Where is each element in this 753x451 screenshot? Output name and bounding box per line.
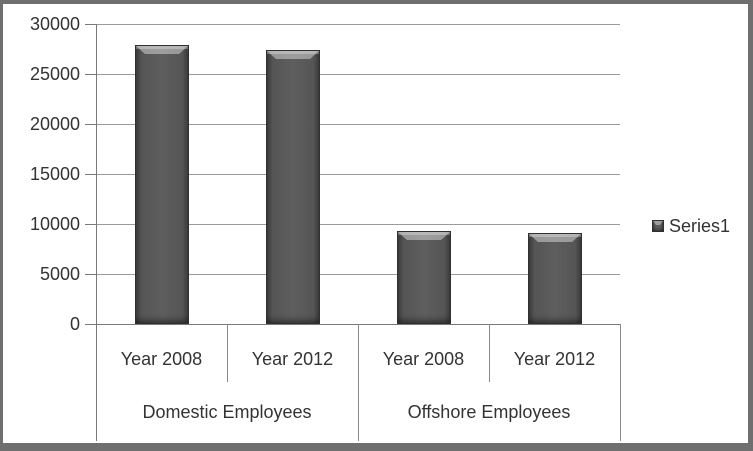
- y-axis-label-15000: 15000: [29, 164, 80, 184]
- y-tick-10000: [85, 224, 96, 225]
- y-axis-line: [96, 24, 97, 441]
- x-group-label-domestic-employees: Domestic Employees: [142, 402, 312, 422]
- x-group-separator: [358, 324, 359, 441]
- x-category-label-1-year-2012: Year 2012: [251, 349, 334, 369]
- gridline-15000: [96, 174, 620, 175]
- y-axis-label-5000: 5000: [39, 264, 80, 284]
- y-tick-5000: [85, 274, 96, 275]
- x-group-label-offshore-employees: Offshore Employees: [407, 402, 571, 422]
- y-axis-label-20000: 20000: [29, 114, 80, 134]
- legend-series1-marker-icon: [652, 220, 664, 232]
- bar-offshore-employees-year-2008: [397, 231, 451, 324]
- x-category-label-3-year-2012: Year 2012: [513, 349, 596, 369]
- bar-offshore-employees-year-2012: [528, 233, 582, 324]
- y-tick-20000: [85, 124, 96, 125]
- legend-series1-label: Series1: [669, 215, 731, 236]
- y-tick-25000: [85, 74, 96, 75]
- legend: Series1: [652, 214, 730, 238]
- y-axis-label-10000: 10000: [29, 214, 80, 234]
- bar-domestic-employees-year-2008: [135, 45, 189, 324]
- gridline-5000: [96, 274, 620, 275]
- x-category-separator: [489, 324, 490, 382]
- x-category-label-0-year-2008: Year 2008: [120, 349, 203, 369]
- y-tick-15000: [85, 174, 96, 175]
- x-axis-right-edge: [620, 324, 621, 441]
- gridline-25000: [96, 74, 620, 75]
- bar-domestic-employees-year-2012: [266, 50, 320, 324]
- y-axis-label-25000: 25000: [29, 64, 80, 84]
- y-axis-label-0: 0: [69, 314, 80, 334]
- x-category-separator: [227, 324, 228, 382]
- gridline-20000: [96, 124, 620, 125]
- gridline-10000: [96, 224, 620, 225]
- y-axis-label-30000: 30000: [29, 14, 80, 34]
- gridline-30000: [96, 24, 620, 25]
- y-tick-30000: [85, 24, 96, 25]
- x-category-label-2-year-2008: Year 2008: [382, 349, 465, 369]
- y-tick-0: [85, 324, 96, 325]
